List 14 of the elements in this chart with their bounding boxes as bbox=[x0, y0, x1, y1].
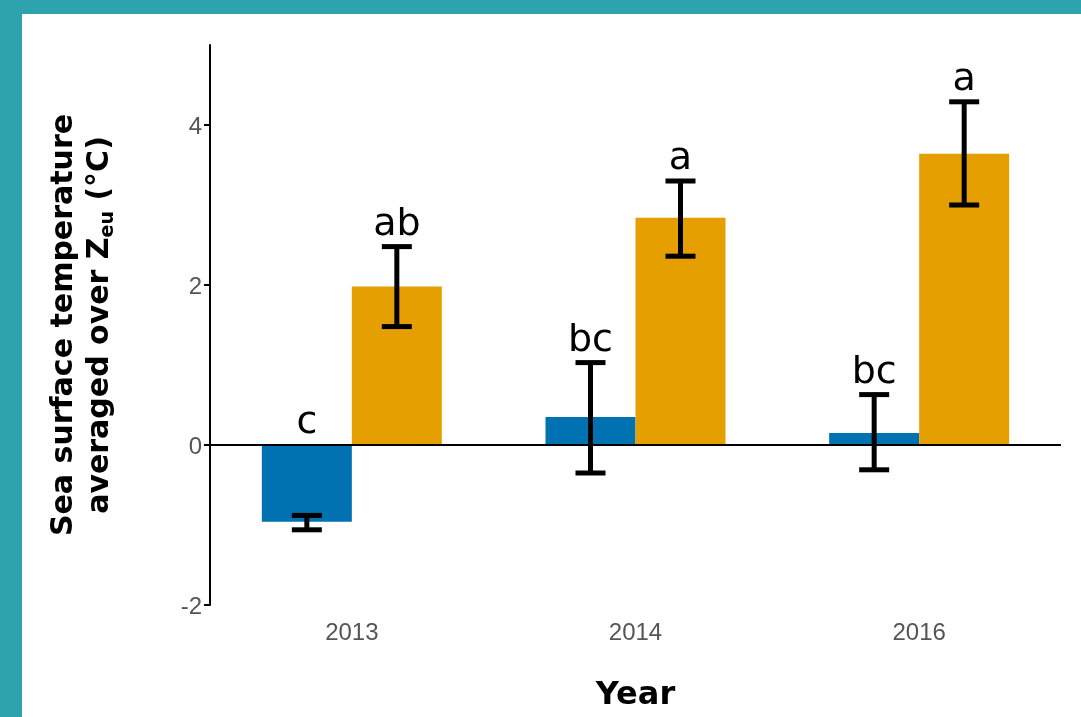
annotation: bc bbox=[851, 347, 897, 392]
annotation: ab bbox=[373, 199, 421, 244]
y-tick-label: -2 bbox=[180, 591, 202, 619]
x-axis-title: Year bbox=[594, 674, 676, 712]
annotation: a bbox=[952, 54, 976, 99]
annotation: bc bbox=[567, 315, 614, 360]
x-tick-label: 2013 bbox=[325, 617, 379, 645]
y-tick-label: 2 bbox=[188, 271, 202, 299]
x-tick-label: 2014 bbox=[608, 617, 663, 645]
y-tick-label: 4 bbox=[188, 111, 202, 139]
y-tick-label: 0 bbox=[188, 431, 202, 459]
x-tick-label: 2016 bbox=[892, 617, 946, 645]
annotation: c bbox=[296, 398, 318, 442]
annotation: a bbox=[668, 134, 693, 178]
